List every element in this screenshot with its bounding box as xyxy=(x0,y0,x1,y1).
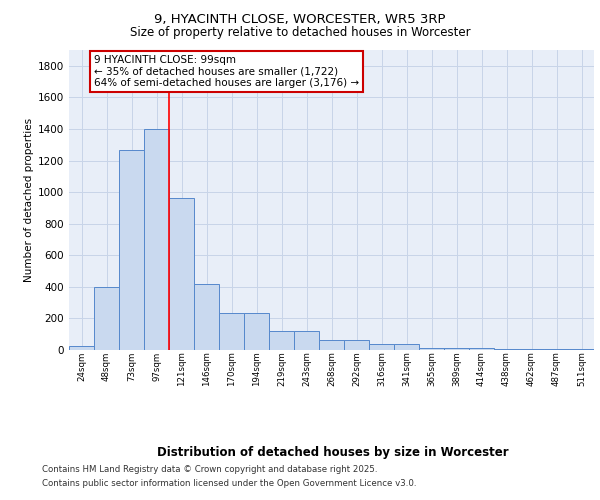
Bar xyxy=(494,349,519,350)
Bar xyxy=(544,349,569,350)
Bar xyxy=(169,198,194,350)
Bar xyxy=(194,284,219,350)
Bar xyxy=(519,349,544,350)
Bar xyxy=(244,313,269,350)
Text: Contains HM Land Registry data © Crown copyright and database right 2025.: Contains HM Land Registry data © Crown c… xyxy=(42,466,377,474)
Text: Contains public sector information licensed under the Open Government Licence v3: Contains public sector information licen… xyxy=(42,479,416,488)
Bar xyxy=(419,348,444,350)
Bar xyxy=(219,313,244,350)
Bar xyxy=(369,344,394,350)
Bar xyxy=(394,344,419,350)
Bar xyxy=(94,287,119,350)
Y-axis label: Number of detached properties: Number of detached properties xyxy=(24,118,34,282)
Bar xyxy=(344,340,369,350)
Bar xyxy=(119,150,144,350)
Bar xyxy=(69,346,94,350)
Text: 9, HYACINTH CLOSE, WORCESTER, WR5 3RP: 9, HYACINTH CLOSE, WORCESTER, WR5 3RP xyxy=(154,12,446,26)
Bar xyxy=(569,349,594,350)
Bar xyxy=(319,340,344,350)
Bar xyxy=(469,348,494,350)
Bar xyxy=(269,331,294,350)
Bar xyxy=(444,348,469,350)
Bar xyxy=(144,129,169,350)
Bar xyxy=(294,331,319,350)
Text: Size of property relative to detached houses in Worcester: Size of property relative to detached ho… xyxy=(130,26,470,39)
Text: Distribution of detached houses by size in Worcester: Distribution of detached houses by size … xyxy=(157,446,509,459)
Text: 9 HYACINTH CLOSE: 99sqm
← 35% of detached houses are smaller (1,722)
64% of semi: 9 HYACINTH CLOSE: 99sqm ← 35% of detache… xyxy=(94,54,359,88)
